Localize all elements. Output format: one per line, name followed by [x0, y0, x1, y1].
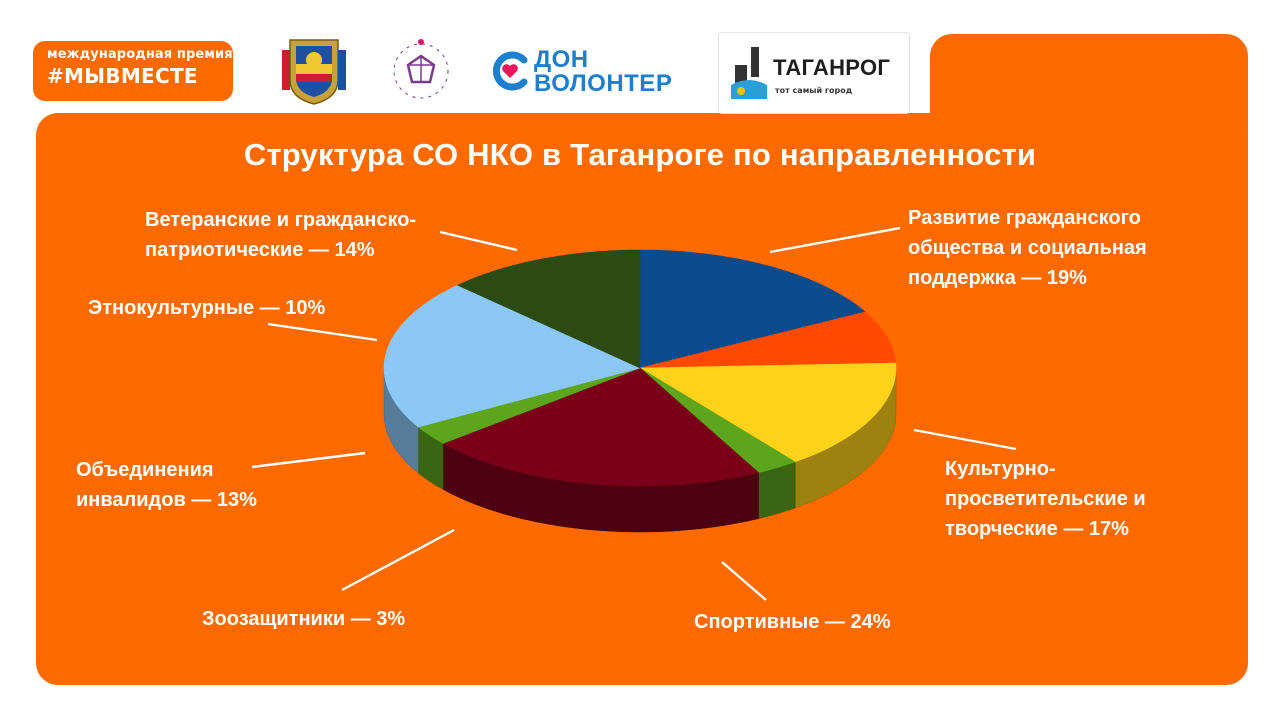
don-volunteer-logo: ДОН ВОЛОНТЕР	[490, 44, 690, 100]
pie-top	[383, 249, 897, 487]
slice-label-8: Ветеранские и гражданско- патриотические…	[145, 209, 417, 261]
pie-slice-1[interactable]	[639, 311, 897, 369]
slice-label-0: Развитие гражданского общества и социаль…	[908, 207, 1147, 289]
pie-slice-3[interactable]	[639, 367, 796, 473]
leader-line-2	[913, 428, 1017, 451]
leader-line-7	[267, 322, 378, 342]
pie-slice-4[interactable]	[442, 367, 760, 487]
award-caption: международная премия	[47, 47, 233, 62]
rostov-region-crest-icon	[282, 39, 346, 105]
pie-slice-5[interactable]	[417, 367, 641, 444]
pie-slice-6[interactable]	[383, 342, 641, 428]
slice-label-4: Спортивные — 24%	[694, 611, 891, 633]
pie-side-walls	[383, 367, 897, 533]
leader-lines	[251, 226, 1017, 601]
slice-label-7: Этнокультурные — 10%	[88, 297, 326, 319]
slice-label-6: Объединения инвалидов — 13%	[76, 459, 257, 511]
taganrog-logo-title: ТАГАНРОГ	[773, 55, 891, 80]
leader-line-8	[439, 230, 518, 252]
taganrog-logo-card: ТАГАНРОГ тот самый город	[718, 32, 910, 114]
chart-title: Структура СО НКО в Таганроге по направле…	[243, 137, 1037, 172]
taganrog-logo-subtitle: тот самый город	[775, 86, 853, 95]
award-hashtag: #МЫВМЕСТЕ	[47, 64, 198, 88]
slice-label-2: Культурно- просветительские и творческие…	[945, 458, 1146, 540]
award-badge[interactable]: международная премия #МЫВМЕСТЕ	[33, 41, 233, 101]
taganrog-city-icon	[731, 47, 767, 99]
slice-label-5: Зоозащитники — 3%	[202, 608, 406, 630]
dobro-dom-logo-icon	[393, 39, 449, 99]
don-volunteer-heart-icon	[492, 51, 528, 91]
leader-line-0	[769, 226, 901, 254]
don-logo-line-1: ДОН	[534, 46, 589, 73]
pie-slice-8[interactable]	[456, 249, 641, 369]
pie-slice-2[interactable]	[638, 362, 897, 463]
leader-line-6	[251, 451, 366, 469]
don-logo-line-2: ВОЛОНТЕР	[534, 70, 673, 97]
pie-slice-0[interactable]	[639, 249, 866, 369]
leader-line-5	[341, 528, 455, 592]
pie-slice-7[interactable]	[389, 284, 641, 369]
leader-line-4	[721, 561, 767, 601]
